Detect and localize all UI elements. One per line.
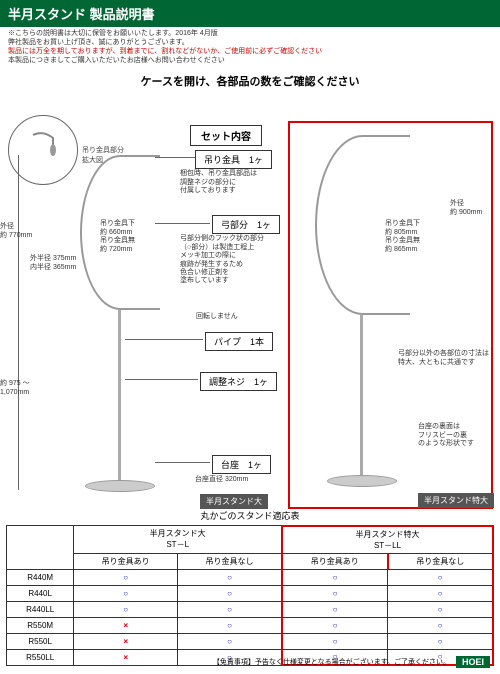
dim-outer-r: 外半径 375mm 内半径 365mm	[30, 255, 76, 272]
th-with1: 吊り金具あり	[74, 553, 178, 569]
arrow-icon	[155, 157, 195, 158]
row-name: R440LL	[7, 601, 74, 617]
footer: 【免責事項】予告なく仕様変更となる場合がございます。ご了承ください。 HOEI	[213, 656, 490, 668]
table-subheader-row: 吊り金具あり 吊り金具なし 吊り金具あり 吊り金具なし	[7, 553, 494, 569]
header-bar: 半月スタンド 製品説明書	[0, 0, 500, 27]
table-row: R440M○○○○	[7, 569, 494, 585]
dim-base-d: 台座直径 320mm	[195, 476, 248, 484]
row-name: R550LL	[7, 649, 74, 665]
th-with2: 吊り金具あり	[282, 553, 387, 569]
cell: ○	[177, 569, 282, 585]
base-icon	[85, 480, 155, 492]
doc-title: 半月スタンド 製品説明書	[8, 4, 155, 23]
cell: ○	[388, 569, 494, 585]
pole-icon	[118, 310, 121, 485]
cell: ○	[282, 617, 387, 633]
note1: ※こちらの説明書は大切に保管をお願いいたします。2016年 4月版	[8, 29, 492, 38]
stand-large	[60, 155, 180, 495]
cell: ○	[74, 585, 178, 601]
hook-shape-icon	[28, 130, 58, 170]
cell: ○	[177, 633, 282, 649]
dim-xl-hook: 吊り金具下 約 805mm 吊り金具無 約 865mm	[385, 220, 420, 254]
diagram-area: 吊り金具部分 拡大図 セット内容 吊り金具 1ヶ 梱包時、吊り金具部品は 調整ネ…	[0, 95, 500, 513]
th-col1: 半月スタンド大 ST－L	[74, 526, 282, 554]
part-bow-note: 弓部分側のフック状の部分 （○部分）は製造工程上 メッキ加工の際に 痕跡が発生す…	[180, 235, 264, 285]
table-header-row: 半月スタンド大 ST－L 半月スタンド特大 ST－LL	[7, 526, 494, 554]
table-row: R550L×○○○	[7, 633, 494, 649]
dim-height: 約 975 ～ 1,070mm	[0, 380, 30, 397]
cell: ○	[282, 569, 387, 585]
row-name: R440M	[7, 569, 74, 585]
cell: ○	[388, 633, 494, 649]
th-blank	[7, 526, 74, 570]
part-base: 台座 1ヶ	[212, 455, 271, 474]
cell: ×	[74, 649, 178, 665]
norotate-label: 回転しません	[196, 313, 238, 321]
dim-hook-below: 吊り金具下 約 660mm 吊り金具無 約 720mm	[100, 220, 135, 254]
note4: 本製品につきましてご購入いただいたお店様へお問い合わせください	[8, 56, 492, 65]
table-row: R550M×○○○	[7, 617, 494, 633]
cell: ○	[282, 585, 387, 601]
header-notes: ※こちらの説明書は大切に保管をお願いいたします。2016年 4月版 弊社製品をお…	[0, 27, 500, 67]
dim-xl-note: 弓部分以外の各部位の寸法は 特大、大ともに共通です	[398, 350, 489, 367]
cell: ○	[388, 585, 494, 601]
subtitle: ケースを開け、各部品の数をご確認ください	[0, 73, 500, 89]
disclaimer: 【免責事項】予告なく仕様変更となる場合がございます。ご了承ください。	[213, 657, 450, 667]
stand-large-label: 半月スタンド大	[200, 494, 268, 509]
table-row: R440LL○○○○	[7, 601, 494, 617]
note2: 弊社製品をお買い上げ頂き、誠にありがとうございます。	[8, 38, 492, 47]
part-screw: 調整ネジ 1ヶ	[200, 372, 277, 391]
compat-table: 半月スタンド大 ST－L 半月スタンド特大 ST－LL 吊り金具あり 吊り金具な…	[6, 525, 494, 667]
part-hook: 吊り金具 1ヶ	[195, 150, 272, 169]
table-title: 丸かごのスタンド適応表	[6, 509, 494, 522]
dim-line-height	[18, 310, 19, 490]
section-title: セット内容	[190, 125, 262, 146]
cell: ○	[177, 617, 282, 633]
table-row: R440L○○○○	[7, 585, 494, 601]
cell: ○	[177, 585, 282, 601]
arrow-icon	[125, 339, 203, 340]
th-without1: 吊り金具なし	[177, 553, 282, 569]
base-xl-icon	[327, 475, 397, 487]
cell: ×	[74, 617, 178, 633]
cell: ×	[74, 633, 178, 649]
dim-outer-d: 外径 約 770mm	[0, 223, 32, 240]
arrow-icon	[125, 379, 198, 380]
compat-table-region: 丸かごのスタンド適応表 半月スタンド大 ST－L 半月スタンド特大 ST－LL …	[6, 509, 494, 667]
part-hook-note: 梱包時、吊り金具部品は 調整ネジの部分に 付属しております	[180, 170, 257, 195]
arrow-icon	[155, 223, 210, 224]
arrow-icon	[155, 462, 210, 463]
cell: ○	[74, 601, 178, 617]
dim-base-note: 台座の裏面は フリスビーの裏 のような形状です	[418, 423, 474, 448]
row-name: R440L	[7, 585, 74, 601]
stand-xl-label: 半月スタンド特大	[418, 493, 494, 508]
row-name: R550M	[7, 617, 74, 633]
dim-xl-outer-d: 外径 約 900mm	[450, 200, 482, 217]
cell: ○	[74, 569, 178, 585]
row-name: R550L	[7, 633, 74, 649]
part-bow: 弓部分 1ヶ	[212, 215, 280, 234]
cell: ○	[177, 601, 282, 617]
part-pipe: パイプ 1本	[205, 332, 273, 351]
pole-xl-icon	[360, 315, 363, 480]
th-without2: 吊り金具なし	[388, 553, 494, 569]
brand-badge: HOEI	[456, 656, 490, 668]
note3: 製品には万全を期しておりますが、到着までに、割れなどがないか、ご使用前に必ずご確…	[8, 47, 492, 56]
cell: ○	[282, 633, 387, 649]
th-col2: 半月スタンド特大 ST－LL	[282, 526, 493, 554]
cell: ○	[388, 617, 494, 633]
cell: ○	[282, 601, 387, 617]
cell: ○	[388, 601, 494, 617]
